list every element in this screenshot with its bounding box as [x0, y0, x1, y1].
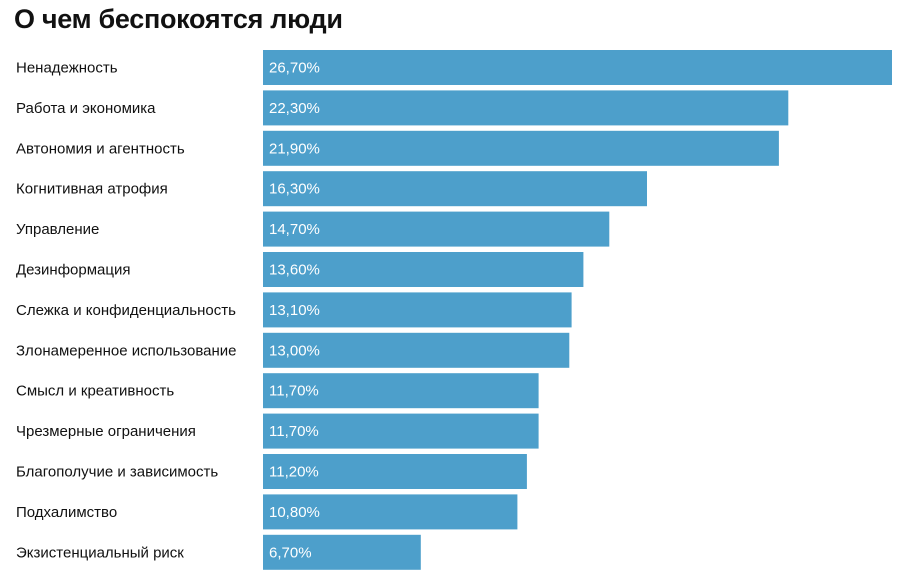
bar [263, 292, 572, 328]
category-label: Чрезмерные ограничения [16, 423, 196, 440]
value-label: 10,80% [269, 504, 320, 521]
value-label: 13,00% [269, 342, 320, 359]
value-label: 11,70% [269, 423, 319, 440]
value-label: 13,60% [269, 262, 320, 279]
category-label: Слежка и конфиденциальность [16, 302, 236, 319]
category-label: Управление [16, 221, 99, 238]
bar [263, 494, 518, 530]
bar [263, 332, 570, 368]
value-label: 22,30% [269, 100, 320, 117]
category-label: Работа и экономика [16, 100, 156, 117]
value-label: 13,10% [269, 302, 320, 319]
bar [263, 534, 421, 570]
bar [263, 252, 584, 287]
category-label: Дезинформация [16, 262, 131, 279]
bar [263, 211, 610, 247]
bar [263, 50, 892, 85]
category-label: Ненадежность [16, 60, 118, 77]
category-label: Экзистенциальный риск [16, 544, 184, 561]
value-label: 21,90% [269, 140, 320, 157]
chart-title: О чем беспокоятся люди [14, 4, 343, 34]
category-label: Подхалимство [16, 504, 117, 521]
value-label: 16,30% [269, 181, 320, 198]
bar [263, 454, 527, 489]
category-label: Смысл и креативность [16, 383, 174, 400]
bar [263, 373, 539, 409]
value-label: 11,20% [269, 464, 319, 481]
category-label: Автономия и агентность [16, 140, 185, 157]
value-label: 14,70% [269, 221, 320, 238]
value-label: 26,70% [269, 60, 320, 77]
bar [263, 413, 539, 449]
value-label: 11,70% [269, 383, 319, 400]
category-label: Благополучие и зависимость [16, 464, 218, 481]
bar [263, 171, 647, 207]
value-label: 6,70% [269, 544, 312, 561]
bar [263, 90, 789, 126]
category-label: Когнитивная атрофия [16, 181, 168, 198]
bar [263, 130, 779, 166]
category-label: Злонамеренное использование [16, 342, 237, 359]
